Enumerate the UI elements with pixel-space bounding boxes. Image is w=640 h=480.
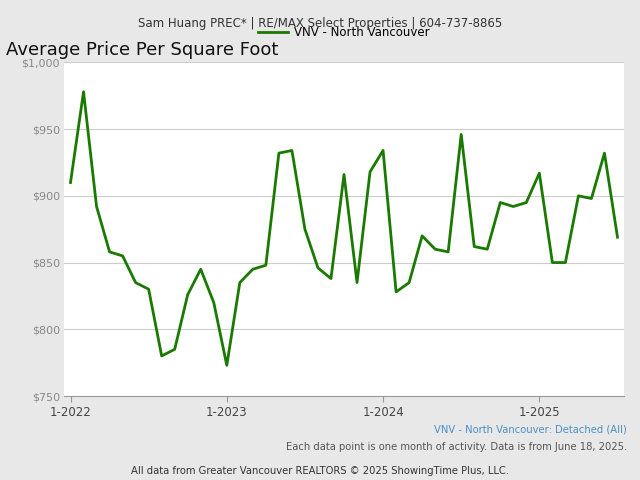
Text: Average Price Per Square Foot: Average Price Per Square Foot: [6, 41, 279, 59]
Text: All data from Greater Vancouver REALTORS © 2025 ShowingTime Plus, LLC.: All data from Greater Vancouver REALTORS…: [131, 466, 509, 476]
Legend: VNV - North Vancouver: VNV - North Vancouver: [253, 22, 435, 44]
Text: Sam Huang PREC* | RE/MAX Select Properties | 604-737-8865: Sam Huang PREC* | RE/MAX Select Properti…: [138, 17, 502, 30]
Text: VNV - North Vancouver: Detached (All): VNV - North Vancouver: Detached (All): [435, 425, 627, 435]
Text: Each data point is one month of activity. Data is from June 18, 2025.: Each data point is one month of activity…: [286, 442, 627, 452]
